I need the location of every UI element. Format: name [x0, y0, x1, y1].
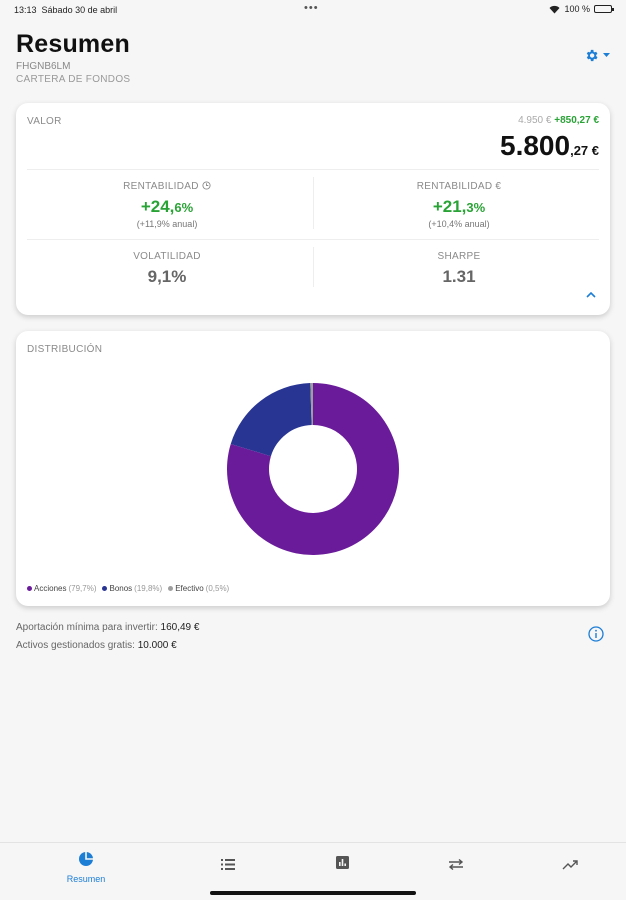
wifi-icon [549, 5, 560, 13]
legend-dot [168, 586, 174, 591]
min-contribution: Aportación mínima para invertir: 160,49 … [16, 622, 200, 633]
info-button[interactable] [588, 626, 604, 647]
legend-item-efectivo: Efectivo (0,5%) [168, 584, 229, 593]
battery-icon [594, 5, 614, 13]
legend-percent: (0,5%) [205, 584, 230, 593]
total-value: 5.800,27 € [500, 130, 599, 161]
base-value: 4.950 € [518, 115, 552, 126]
info-icon [588, 626, 604, 642]
divider [313, 177, 314, 229]
donut-slice-acciones [227, 383, 399, 555]
legend-item-bonos: Bonos (19,8%) [102, 584, 162, 593]
value-change: 4.950 € +850,27 € [518, 115, 599, 126]
clock-icon [202, 181, 211, 190]
legend-percent: (79,7%) [68, 584, 97, 593]
nav-transfers[interactable] [416, 857, 496, 875]
chevron-up-icon [586, 291, 596, 298]
return-eur-annual: (+10,4% anual) [428, 219, 490, 229]
nav-evolution[interactable] [530, 857, 610, 875]
list-icon [221, 859, 235, 870]
status-bar: 13:13 Sábado 30 de abril ••• 100 % [0, 0, 626, 20]
status-right: 100 % [549, 4, 614, 14]
legend-name: Acciones [34, 584, 67, 593]
legend-dot [102, 586, 108, 591]
distribution-legend: Acciones (79,7%) Bonos (19,8%) Efectivo (0,5%… [27, 584, 229, 593]
multitask-dots[interactable]: ••• [304, 2, 319, 14]
return-pct-annual: (+11,9% anual) [136, 219, 198, 229]
page-title: Resumen [16, 30, 130, 58]
bar-chart-icon [335, 856, 349, 869]
portfolio-type: CARTERA DE FONDOS [16, 74, 131, 85]
sharpe-metric[interactable]: SHARPE 1.31 [314, 251, 604, 287]
summary-card: VALOR 4.950 € +850,27 € 5.800,27 € RENTA… [16, 103, 610, 315]
trending-up-icon [562, 860, 578, 870]
legend-name: Efectivo [175, 584, 204, 593]
legend-item-acciones: Acciones (79,7%) [27, 584, 96, 593]
distribution-label: DISTRIBUCIÓN [27, 344, 103, 355]
return-eur-metric[interactable]: RENTABILIDAD € +21,3% (+10,4% anual) [314, 181, 604, 229]
legend-dot [27, 586, 32, 591]
nav-resumen-label: Resumen [66, 874, 106, 884]
settings-button[interactable] [584, 48, 610, 63]
nav-report[interactable] [302, 856, 382, 874]
return-eur-value: +21,3% [432, 197, 486, 216]
bottom-navigation: Resumen [0, 842, 626, 900]
divider [27, 169, 599, 170]
value-label: VALOR [27, 116, 62, 127]
nav-resumen[interactable]: Resumen [46, 851, 126, 884]
distribution-card: DISTRIBUCIÓN Acciones (79,7%) Bonos (19,8%)… [16, 331, 610, 606]
return-pct-value: +24,6% [140, 197, 194, 216]
collapse-button[interactable] [586, 285, 596, 303]
return-pct-label: RENTABILIDAD [22, 181, 312, 192]
volatility-value: 9,1% [147, 267, 187, 286]
gain-value: +850,27 € [554, 115, 599, 126]
chevron-down-icon [603, 53, 610, 57]
status-time: 13:13 Sábado 30 de abril [14, 5, 118, 15]
divider [27, 239, 599, 240]
managed-free: Activos gestionados gratis: 10.000 € [16, 640, 177, 651]
home-indicator[interactable] [210, 891, 416, 895]
swap-icon [448, 858, 464, 871]
nav-list[interactable] [188, 857, 268, 875]
legend-percent: (19,8%) [134, 584, 163, 593]
distribution-donut-chart [227, 383, 399, 555]
sharpe-value: 1.31 [442, 267, 476, 286]
portfolio-code: FHGNB6LM [16, 61, 71, 72]
volatility-metric[interactable]: VOLATILIDAD 9,1% [22, 251, 312, 287]
battery-percent: 100 % [564, 4, 590, 14]
donut-slice-bonos [230, 383, 312, 457]
legend-name: Bonos [109, 584, 133, 593]
volatility-label: VOLATILIDAD [133, 251, 201, 262]
donut-slice-efectivo [310, 383, 313, 426]
gear-icon [586, 49, 598, 62]
return-eur-label: RENTABILIDAD € [416, 181, 502, 192]
sharpe-label: SHARPE [437, 251, 481, 262]
pie-chart-icon [79, 852, 93, 866]
footer-info: Aportación mínima para invertir: 160,49 … [16, 619, 199, 655]
divider [313, 247, 314, 287]
page-header: Resumen FHGNB6LM CARTERA DE FONDOS [16, 30, 610, 90]
return-pct-metric[interactable]: RENTABILIDAD +24,6% (+11,9% anual) [22, 181, 312, 229]
